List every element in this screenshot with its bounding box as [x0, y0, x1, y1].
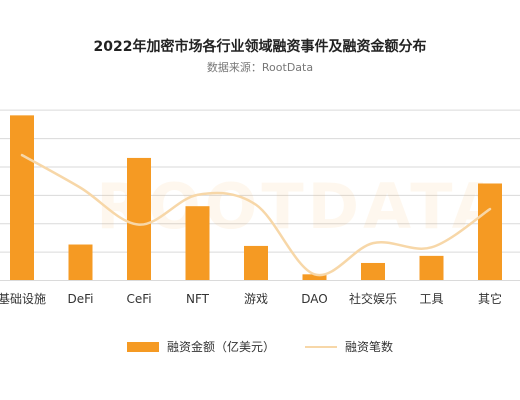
chart-subtitle: 数据来源：RootData	[206, 61, 314, 74]
bar	[419, 255, 444, 280]
bar-series	[10, 115, 502, 281]
x-tick-label: 基础设施	[0, 292, 46, 306]
bar	[361, 262, 385, 280]
legend-label-amount: 融资金额（亿美元）	[166, 340, 275, 354]
bar	[185, 206, 210, 280]
watermark: ROOTDATA	[96, 170, 504, 243]
x-tick-label: CeFi	[126, 292, 151, 306]
x-tick-label: 其它	[478, 291, 502, 306]
bar	[10, 115, 34, 281]
line-series-path	[20, 153, 492, 277]
x-tick-label: NFT	[186, 292, 210, 306]
x-tick-label: DAO	[301, 292, 327, 306]
x-tick-label: 工具	[419, 292, 443, 306]
legend-line-swatch	[305, 345, 337, 348]
legend: 融资金额（亿美元） 融资笔数	[0, 338, 520, 355]
chart-title: 2022年加密市场各行业领域融资事件及融资金额分布	[93, 39, 427, 55]
x-tick-label: 游戏	[244, 292, 268, 306]
legend-item-amount: 融资金额（亿美元）	[126, 338, 275, 355]
line-series	[20, 153, 492, 277]
x-tick-label: 社交娱乐	[349, 291, 397, 306]
bar	[302, 274, 327, 280]
legend-bar-swatch	[126, 341, 159, 352]
legend-item-count: 融资笔数	[305, 338, 393, 355]
bar	[68, 244, 93, 280]
bar	[127, 157, 151, 280]
bar	[478, 183, 502, 280]
x-tick-label: DeFi	[68, 292, 94, 306]
legend-label-count: 融资笔数	[345, 340, 394, 354]
watermark-text: ROOTDATA	[96, 170, 504, 243]
x-axis-ticks: 基础设施 DeFi CeFi NFT 游戏 DAO 社交娱乐 工具 其它	[0, 291, 502, 306]
bar	[244, 245, 268, 280]
chart-plot: ROOTDATA 基础设施 DeFi CeFi NFT 游戏 DAO 社交娱乐 工具 其它	[0, 109, 520, 306]
